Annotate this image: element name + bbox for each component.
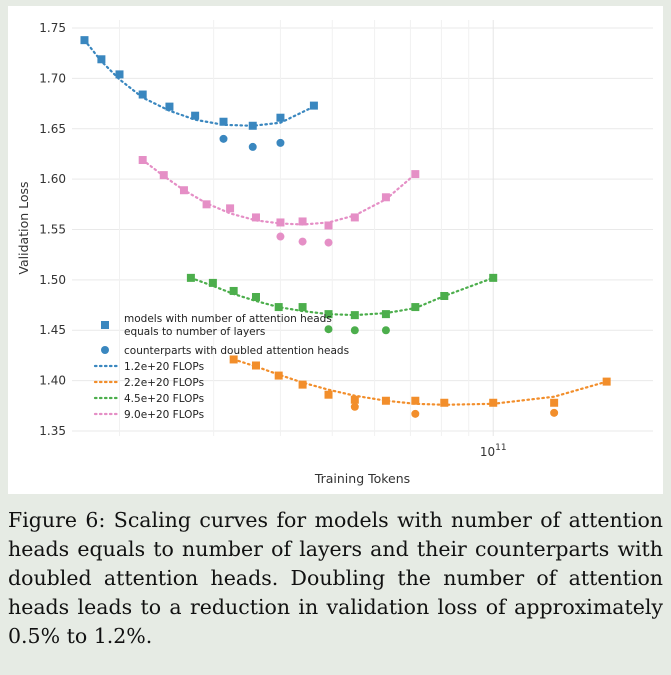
legend-label: models with number of attention heads [124,313,332,325]
square-point [324,221,333,230]
plot-area [72,20,653,436]
square-point [298,303,307,312]
legend-label: 1.2e+20 FLOPs [124,361,204,373]
square-point [251,213,260,222]
circle-point [219,134,228,143]
square-point [411,303,420,312]
fit-curve [232,358,608,406]
series-2 [229,355,611,418]
circle-point [276,232,285,241]
y-tick-label: 1.60 [39,172,66,186]
square-point [202,200,211,209]
square-point [309,101,318,110]
legend-label: 2.2e+20 FLOPs [124,377,204,389]
circle-point [248,142,257,151]
square-point [229,355,238,364]
chart-figure: 1.35 1.40 1.45 1.50 1.55 1.60 1.65 1.70 1.75 1011… [8,6,663,494]
circle-point [298,237,307,246]
circle-point [324,325,333,334]
square-point [248,121,257,130]
circle-point [350,402,359,411]
square-point [440,398,449,407]
square-point [219,117,228,126]
square-point [97,55,106,64]
square-point [489,273,498,282]
square-point [298,380,307,389]
square-point [251,361,260,370]
legend: models with number of attention headsequ… [93,313,349,421]
legend-label: 4.5e+20 FLOPs [124,393,204,405]
square-point [381,396,390,405]
square-point [274,371,283,380]
square-point [165,102,174,111]
y-tick-label: 1.75 [39,21,66,35]
figure-caption: Figure 6: Scaling curves for models with… [8,508,663,648]
square-point [229,286,238,295]
square-point [381,193,390,202]
square-point [324,390,333,399]
square-point [381,310,390,319]
legend-label: 9.0e+20 FLOPs [124,409,204,421]
square-point [411,170,420,179]
square-point [191,111,200,120]
circle-point [324,238,333,247]
circle-point [550,408,559,417]
square-point [276,113,285,122]
series-4 [138,156,420,247]
legend-square-marker [101,321,109,329]
square-point [274,303,283,312]
y-tick-label: 1.40 [39,374,66,388]
x-axis-label: Training Tokens [314,471,410,486]
square-point [115,70,124,79]
x-tick-label: 1011 [480,443,507,459]
square-point [602,377,611,386]
chart-svg: 1.35 1.40 1.45 1.50 1.55 1.60 1.65 1.70 1.75 1011… [16,20,653,486]
square-point [550,398,559,407]
square-point [350,213,359,222]
square-point [350,311,359,320]
y-tick-label: 1.35 [39,424,66,438]
square-point [298,217,307,226]
square-point [226,204,235,213]
square-point [138,156,147,165]
series-3 [186,273,498,335]
square-point [276,218,285,227]
y-axis-label: Validation Loss [16,181,31,274]
circle-point [411,409,420,418]
square-point [440,291,449,300]
y-tick-label: 1.50 [39,273,66,287]
square-point [138,90,147,99]
series-1 [80,36,318,151]
circle-point [276,138,285,147]
square-point [350,395,359,404]
legend-circle-marker [101,346,109,354]
circle-point [350,326,359,335]
circle-point [381,326,390,335]
square-point [179,186,188,195]
legend-label: equals to number of layers [124,326,265,338]
square-point [208,278,217,287]
square-point [411,396,420,405]
square-point [80,36,89,45]
square-point [159,171,168,180]
y-tick-label: 1.70 [39,71,66,85]
square-point [251,292,260,301]
square-point [186,273,195,282]
square-point [324,310,333,319]
y-tick-label: 1.65 [39,122,66,136]
square-point [489,398,498,407]
y-tick-label: 1.55 [39,223,66,237]
legend-label: counterparts with doubled attention head… [124,345,349,357]
fit-curve [83,39,315,127]
y-tick-label: 1.45 [39,323,66,337]
